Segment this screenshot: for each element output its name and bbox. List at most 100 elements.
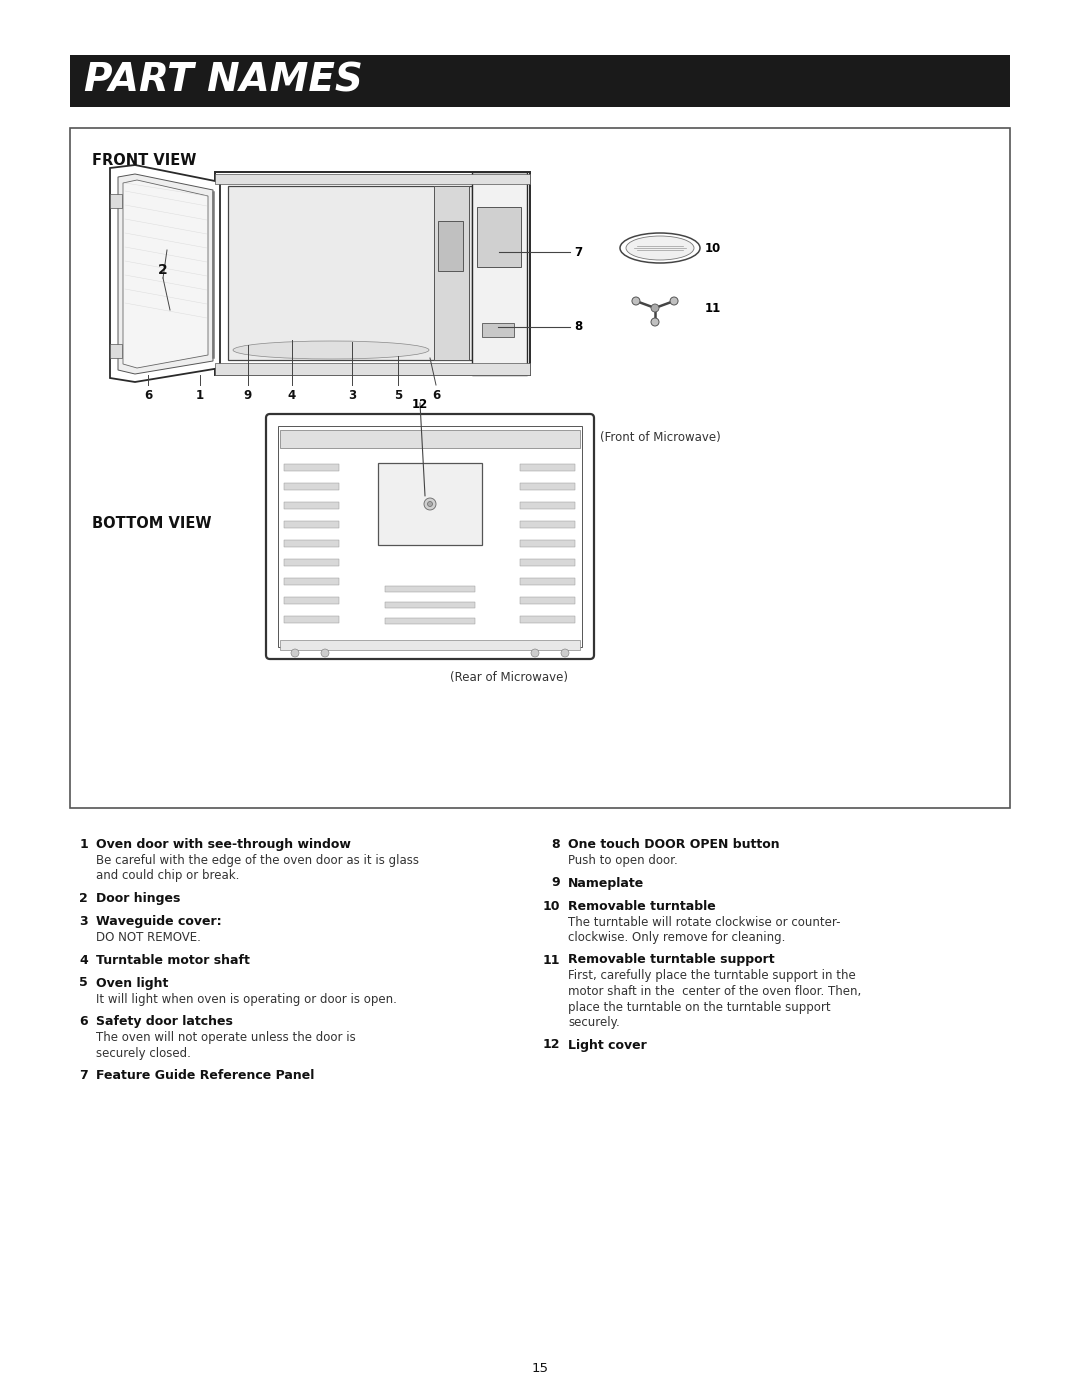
Text: 15: 15	[531, 1362, 549, 1375]
Bar	[519, 483, 575, 490]
Bar	[284, 521, 339, 528]
Bar	[477, 207, 521, 267]
Polygon shape	[118, 175, 213, 374]
Circle shape	[291, 650, 299, 657]
Text: 11: 11	[542, 954, 561, 967]
Text: Removable turntable support: Removable turntable support	[568, 954, 774, 967]
Text: 1: 1	[79, 838, 87, 851]
Polygon shape	[110, 165, 220, 381]
Ellipse shape	[620, 233, 700, 263]
Bar	[284, 616, 339, 623]
Bar	[278, 426, 582, 647]
Bar	[284, 559, 339, 566]
Bar	[519, 502, 575, 509]
FancyBboxPatch shape	[266, 414, 594, 659]
Text: Removable turntable: Removable turntable	[568, 900, 716, 912]
Text: 5: 5	[79, 977, 87, 989]
Text: 7: 7	[79, 1069, 87, 1083]
Text: The oven will not operate unless the door is: The oven will not operate unless the doo…	[96, 1031, 355, 1044]
Bar	[280, 430, 580, 448]
Ellipse shape	[626, 236, 694, 260]
Circle shape	[561, 650, 569, 657]
Circle shape	[651, 305, 659, 312]
Circle shape	[424, 497, 436, 510]
Bar	[215, 172, 530, 374]
Text: Oven light: Oven light	[96, 977, 168, 989]
Bar	[438, 221, 463, 271]
Bar	[519, 559, 575, 566]
Text: Oven door with see-through window: Oven door with see-through window	[96, 838, 351, 851]
Text: 2: 2	[158, 263, 167, 277]
Bar	[519, 597, 575, 604]
Text: 8: 8	[552, 838, 561, 851]
Text: DO NOT REMOVE.: DO NOT REMOVE.	[96, 930, 201, 944]
Text: The turntable will rotate clockwise or counter-: The turntable will rotate clockwise or c…	[568, 915, 840, 929]
Text: motor shaft in the  center of the oven floor. Then,: motor shaft in the center of the oven fl…	[568, 985, 861, 997]
Text: Feature Guide Reference Panel: Feature Guide Reference Panel	[96, 1069, 314, 1083]
Text: 3: 3	[348, 388, 356, 402]
Text: Be careful with the edge of the oven door as it is glass: Be careful with the edge of the oven doo…	[96, 854, 419, 868]
Bar	[284, 578, 339, 585]
Text: Light cover: Light cover	[568, 1038, 647, 1052]
Text: 7: 7	[573, 246, 582, 258]
Text: 9: 9	[552, 876, 561, 890]
Text: It will light when oven is operating or door is open.: It will light when oven is operating or …	[96, 992, 396, 1006]
Text: 2: 2	[79, 893, 87, 905]
Text: (Rear of Microwave): (Rear of Microwave)	[450, 671, 568, 685]
Text: clockwise. Only remove for cleaning.: clockwise. Only remove for cleaning.	[568, 930, 785, 944]
Text: 9: 9	[244, 388, 252, 402]
Text: Turntable motor shaft: Turntable motor shaft	[96, 954, 249, 967]
Bar	[519, 521, 575, 528]
Text: BOTTOM VIEW: BOTTOM VIEW	[92, 515, 212, 531]
Circle shape	[632, 298, 640, 305]
Bar	[519, 616, 575, 623]
Text: FRONT VIEW: FRONT VIEW	[92, 154, 197, 168]
Bar	[284, 502, 339, 509]
Bar	[384, 617, 475, 624]
Text: place the turntable on the turntable support: place the turntable on the turntable sup…	[568, 1000, 831, 1013]
Text: (Front of Microwave): (Front of Microwave)	[600, 432, 720, 444]
Circle shape	[428, 502, 432, 507]
Bar	[284, 483, 339, 490]
Bar	[482, 323, 514, 337]
Bar	[280, 640, 580, 650]
Bar	[519, 541, 575, 548]
Text: Push to open door.: Push to open door.	[568, 854, 678, 868]
Text: 6: 6	[432, 388, 441, 402]
Bar	[519, 578, 575, 585]
Bar	[228, 186, 472, 360]
Text: 6: 6	[144, 388, 152, 402]
Circle shape	[670, 298, 678, 305]
Bar	[472, 172, 527, 374]
Text: Nameplate: Nameplate	[568, 876, 645, 890]
Text: 4: 4	[288, 388, 296, 402]
Bar	[384, 602, 475, 608]
Bar	[215, 363, 530, 374]
Bar	[70, 54, 1010, 108]
Text: 4: 4	[79, 954, 87, 967]
Text: First, carefully place the turntable support in the: First, carefully place the turntable sup…	[568, 970, 855, 982]
Bar	[110, 194, 122, 208]
Text: 10: 10	[705, 242, 721, 254]
Text: Door hinges: Door hinges	[96, 893, 180, 905]
Circle shape	[531, 650, 539, 657]
Text: securely closed.: securely closed.	[96, 1046, 191, 1059]
Bar	[284, 597, 339, 604]
Ellipse shape	[233, 341, 429, 359]
Text: 8: 8	[573, 320, 582, 334]
Text: 5: 5	[394, 388, 402, 402]
Text: 1: 1	[195, 388, 204, 402]
Bar	[70, 129, 1010, 807]
Text: 11: 11	[705, 302, 721, 314]
Bar	[378, 462, 482, 545]
Text: Safety door latches: Safety door latches	[96, 1016, 233, 1028]
Text: One touch DOOR OPEN button: One touch DOOR OPEN button	[568, 838, 780, 851]
Bar	[215, 175, 530, 184]
Polygon shape	[123, 180, 208, 367]
Bar	[284, 464, 339, 471]
Bar	[284, 541, 339, 548]
Text: 3: 3	[79, 915, 87, 928]
Text: 12: 12	[542, 1038, 561, 1052]
Text: 12: 12	[411, 398, 428, 411]
Text: 6: 6	[79, 1016, 87, 1028]
